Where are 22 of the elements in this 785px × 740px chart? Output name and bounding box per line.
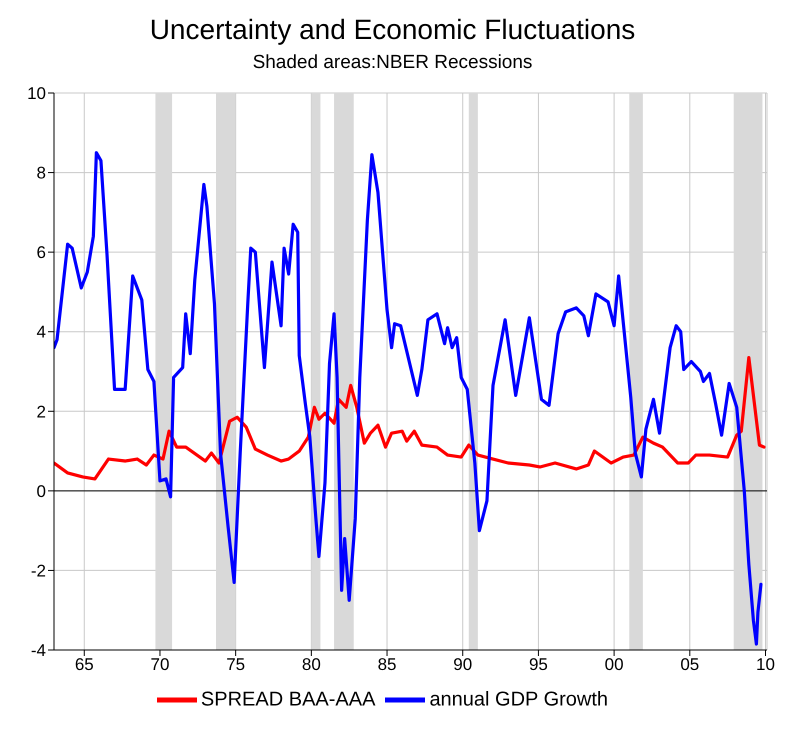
y-tick-label: 4 — [36, 322, 46, 342]
y-tick-label: 10 — [27, 84, 46, 104]
y-tick-label: 0 — [36, 482, 46, 501]
x-tick-label: 85 — [378, 655, 396, 674]
y-tick-label: 6 — [36, 243, 46, 262]
x-tick-label: 00 — [604, 655, 624, 674]
x-tick-label: 90 — [453, 655, 472, 674]
chart-subtitle: Shaded areas:NBER Recessions — [252, 52, 534, 74]
x-tick-label: 05 — [680, 655, 700, 674]
x-tick-label: 75 — [226, 655, 246, 674]
x-tick-label: 65 — [74, 655, 94, 674]
x-tick-label: 10 — [756, 655, 775, 674]
y-tick-label: -2 — [30, 561, 46, 580]
legend-label: annual GDP Growth — [429, 688, 608, 710]
x-tick-label: 70 — [150, 655, 170, 674]
y-tick-label: -4 — [30, 641, 46, 660]
legend-label: SPREAD BAA-AAA — [200, 688, 376, 710]
x-tick-label: 95 — [528, 655, 548, 674]
x-tick-label: 80 — [302, 655, 321, 674]
chart-title: Uncertainty and Economic Fluctuations — [148, 14, 636, 46]
y-tick-label: 8 — [36, 164, 46, 183]
y-tick-label: 2 — [36, 402, 46, 422]
